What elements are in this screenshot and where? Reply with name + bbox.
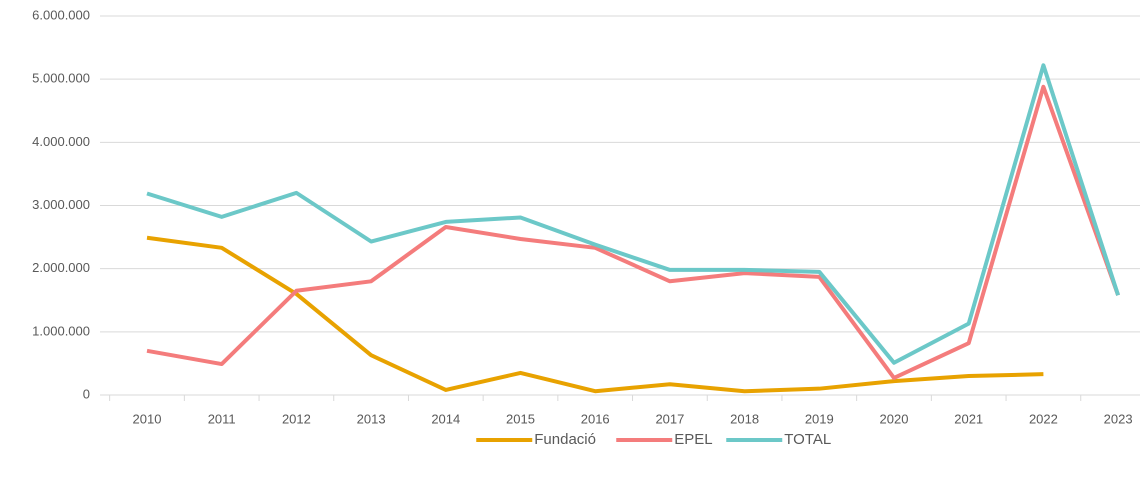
x-tick-label: 2020 (880, 411, 909, 426)
series-line (146, 84, 1120, 380)
y-tick-label: 6.000.000 (32, 7, 90, 22)
legend-label: Fundació (534, 431, 596, 448)
x-tick-label: 2017 (655, 411, 684, 426)
x-tick-label: 2011 (208, 411, 236, 426)
y-tick-label: 2.000.000 (32, 260, 90, 275)
legend-label: EPEL (674, 431, 712, 448)
y-tick-label: 0 (83, 386, 90, 401)
x-tick-label: 2023 (1104, 411, 1133, 426)
x-tick-label: 2016 (581, 411, 610, 426)
x-tick-label: 2013 (357, 411, 386, 426)
y-tick-label: 3.000.000 (32, 197, 90, 212)
y-tick-label: 5.000.000 (32, 71, 90, 86)
y-tick-label: 4.000.000 (32, 134, 90, 149)
x-tick-label: 2012 (282, 411, 311, 426)
x-tick-label: 2021 (954, 411, 983, 426)
legend-label: TOTAL (784, 431, 831, 448)
x-tick-label: 2022 (1029, 411, 1058, 426)
x-tick-label: 2019 (805, 411, 834, 426)
series-line (146, 63, 1121, 365)
y-tick-label: 1.000.000 (32, 323, 90, 338)
x-tick-label: 2015 (506, 411, 535, 426)
x-tick-label: 2014 (431, 411, 460, 426)
x-tick-label: 2010 (133, 411, 162, 426)
x-tick-label: 2018 (730, 411, 759, 426)
series-line (146, 235, 1044, 394)
